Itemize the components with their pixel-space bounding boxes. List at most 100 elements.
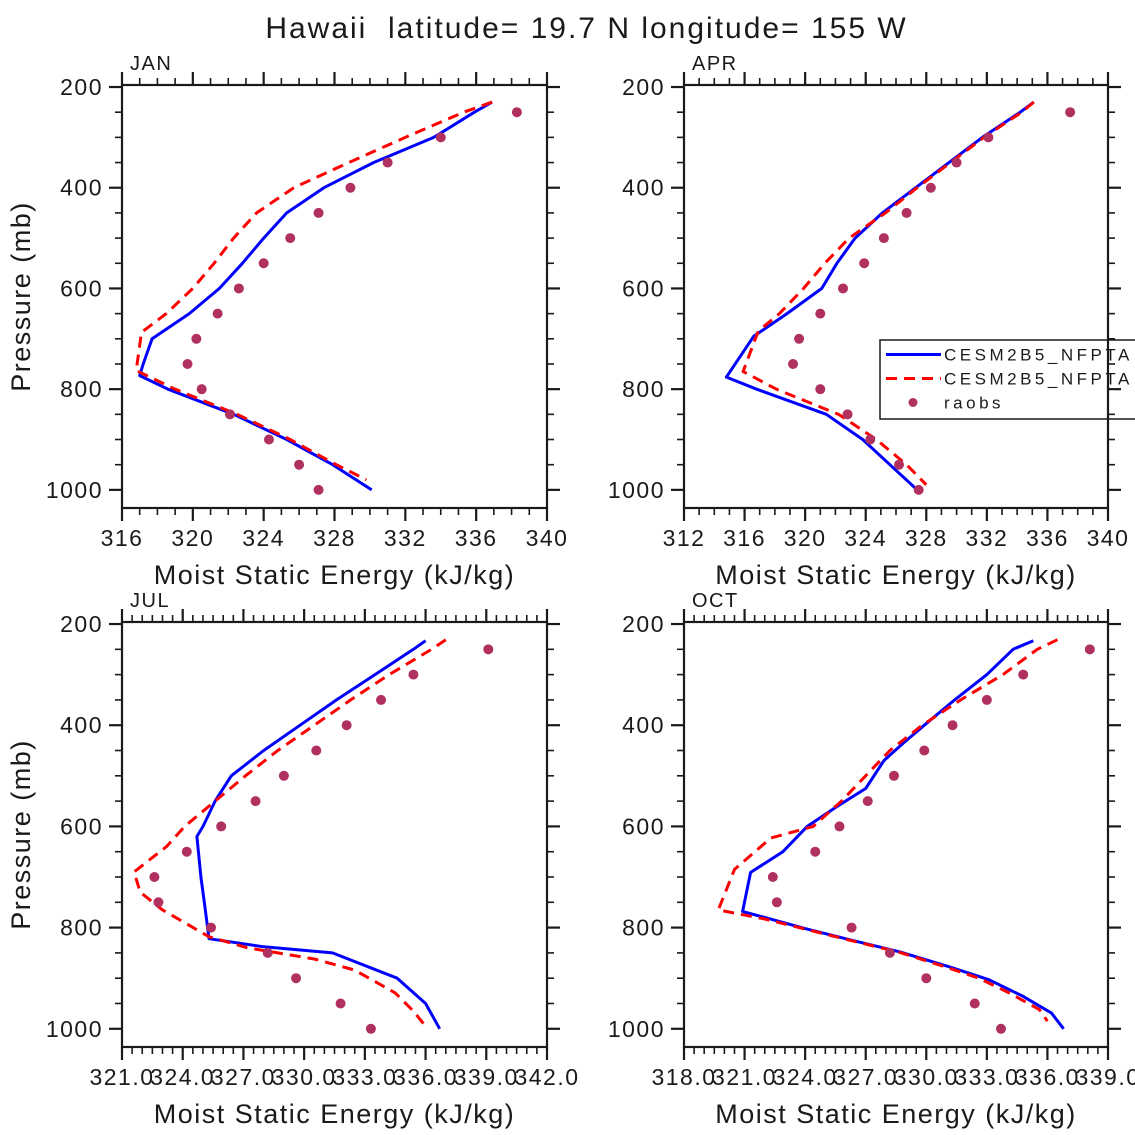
raobs-dot: [925, 182, 936, 193]
raobs-dot: [365, 1023, 376, 1034]
raobs-dot: [969, 998, 980, 1009]
raobs-dot: [884, 947, 895, 958]
raobs-dot: [313, 207, 324, 218]
y-tick-label: 1000: [46, 477, 103, 503]
x-tick-label: 336: [455, 525, 498, 551]
raobs-dot: [834, 821, 845, 832]
y-tick-label: 200: [622, 611, 665, 637]
series-model-dashed-line: [132, 638, 447, 1025]
raobs-dot: [919, 745, 930, 756]
raobs-dot: [408, 669, 419, 680]
panel-jul: 321.0324.0327.0330.0333.0336.0339.0342.0…: [6, 590, 578, 1129]
y-tick-label: 400: [622, 175, 665, 201]
x-tick-label: 327.0: [211, 1064, 276, 1090]
raobs-dot: [149, 872, 160, 882]
x-tick-label: 324.0: [773, 1064, 838, 1090]
raobs-dot: [859, 258, 870, 269]
x-tick-label: 324.0: [150, 1064, 215, 1090]
x-tick-label: 312: [663, 525, 706, 551]
raobs-dot: [1084, 644, 1095, 655]
raobs-dot: [262, 947, 273, 958]
raobs-dot: [983, 132, 994, 143]
x-axis: 312 316 320 324 328 332 336 340: [663, 72, 1128, 551]
y-tick-label: 200: [60, 611, 103, 637]
y-tick-label: 800: [622, 915, 665, 941]
raobs-dot: [206, 922, 217, 933]
raobs-dot: [913, 484, 924, 495]
x-tick-label: 324: [242, 525, 285, 551]
legend-dot-sample: [908, 398, 918, 407]
raobs-dot: [212, 308, 223, 319]
x-tick-label: 330.0: [894, 1064, 959, 1090]
plot-frame: [682, 620, 1110, 1049]
raobs-dot: [313, 484, 324, 495]
figure-title: Hawaii latitude= 19.7 N longitude= 155 W: [265, 12, 908, 45]
series-model-solid-line: [724, 100, 1035, 492]
raobs-dot: [263, 434, 274, 445]
y-axis: 200 400 600 800 1000: [608, 74, 1121, 503]
raobs-dot: [888, 770, 899, 781]
y-tick-label: 400: [60, 175, 103, 201]
raobs-dot: [771, 897, 782, 908]
panel-month-label: APR: [692, 53, 738, 75]
raobs-dot: [794, 333, 805, 344]
raobs-dot: [894, 459, 905, 470]
series-model-dashed-line: [134, 100, 493, 482]
raobs-dot: [182, 358, 193, 369]
series-model-solid-line: [195, 639, 442, 1030]
x-tick-label: 332: [965, 525, 1008, 551]
panel-jan: 316 320 324 328 332 336 340 200 400 600 800 1000 JAN…: [6, 53, 567, 590]
raobs-dot: [842, 409, 853, 420]
y-tick-label: 200: [622, 74, 665, 100]
x-axis: 316 320 324 328 332 336 340: [101, 72, 567, 551]
series-model-dashed-line: [741, 100, 1035, 486]
x-tick-label: 333.0: [954, 1064, 1019, 1090]
y-tick-label: 1000: [46, 1016, 103, 1042]
raobs-dot: [285, 233, 296, 244]
x-axis-title: Moist Static Energy (kJ/kg): [154, 1099, 516, 1129]
series-model-solid-line: [741, 639, 1065, 1030]
raobs-dot: [815, 384, 826, 395]
raobs-dot: [294, 459, 305, 470]
raobs-dot: [901, 207, 912, 218]
x-tick-label: 320: [784, 525, 827, 551]
y-tick-label: 1000: [608, 477, 665, 503]
y-axis-title: Pressure (mb): [6, 201, 36, 392]
x-tick-label: 332: [384, 525, 427, 551]
raobs-dot: [995, 1023, 1006, 1034]
raobs-dot: [250, 796, 261, 807]
x-tick-label: 316: [101, 525, 144, 551]
x-axis-title: Moist Static Energy (kJ/kg): [715, 1099, 1077, 1129]
y-tick-label: 200: [60, 74, 103, 100]
raobs-dot: [216, 821, 227, 832]
raobs-dot: [1018, 669, 1029, 680]
y-axis: 200 400 600 800 1000: [46, 74, 560, 503]
raobs-dot: [815, 308, 826, 319]
series-raobs-dots: [182, 107, 522, 495]
y-tick-label: 800: [622, 376, 665, 402]
series-model-dashed-line: [716, 638, 1059, 1023]
x-tick-label: 339.0: [1075, 1064, 1135, 1090]
x-tick-label: 321.0: [89, 1064, 154, 1090]
raobs-dot: [767, 872, 778, 882]
y-tick-label: 400: [60, 712, 103, 738]
raobs-dot: [862, 796, 873, 807]
y-tick-label: 600: [622, 813, 665, 839]
raobs-dot: [947, 720, 958, 731]
y-tick-label: 600: [60, 813, 103, 839]
raobs-dot: [846, 922, 857, 933]
raobs-dot: [196, 384, 207, 395]
raobs-dot: [435, 132, 446, 143]
raobs-dot: [483, 644, 494, 655]
raobs-dot: [233, 283, 244, 294]
x-tick-label: 324: [844, 525, 887, 551]
y-axis: 200 400 600 800 1000: [46, 611, 560, 1042]
y-tick-label: 800: [60, 915, 103, 941]
y-tick-label: 1000: [608, 1016, 665, 1042]
legend-box: [879, 339, 1135, 420]
raobs-dot: [225, 409, 236, 420]
panel-month-label: OCT: [692, 590, 739, 612]
